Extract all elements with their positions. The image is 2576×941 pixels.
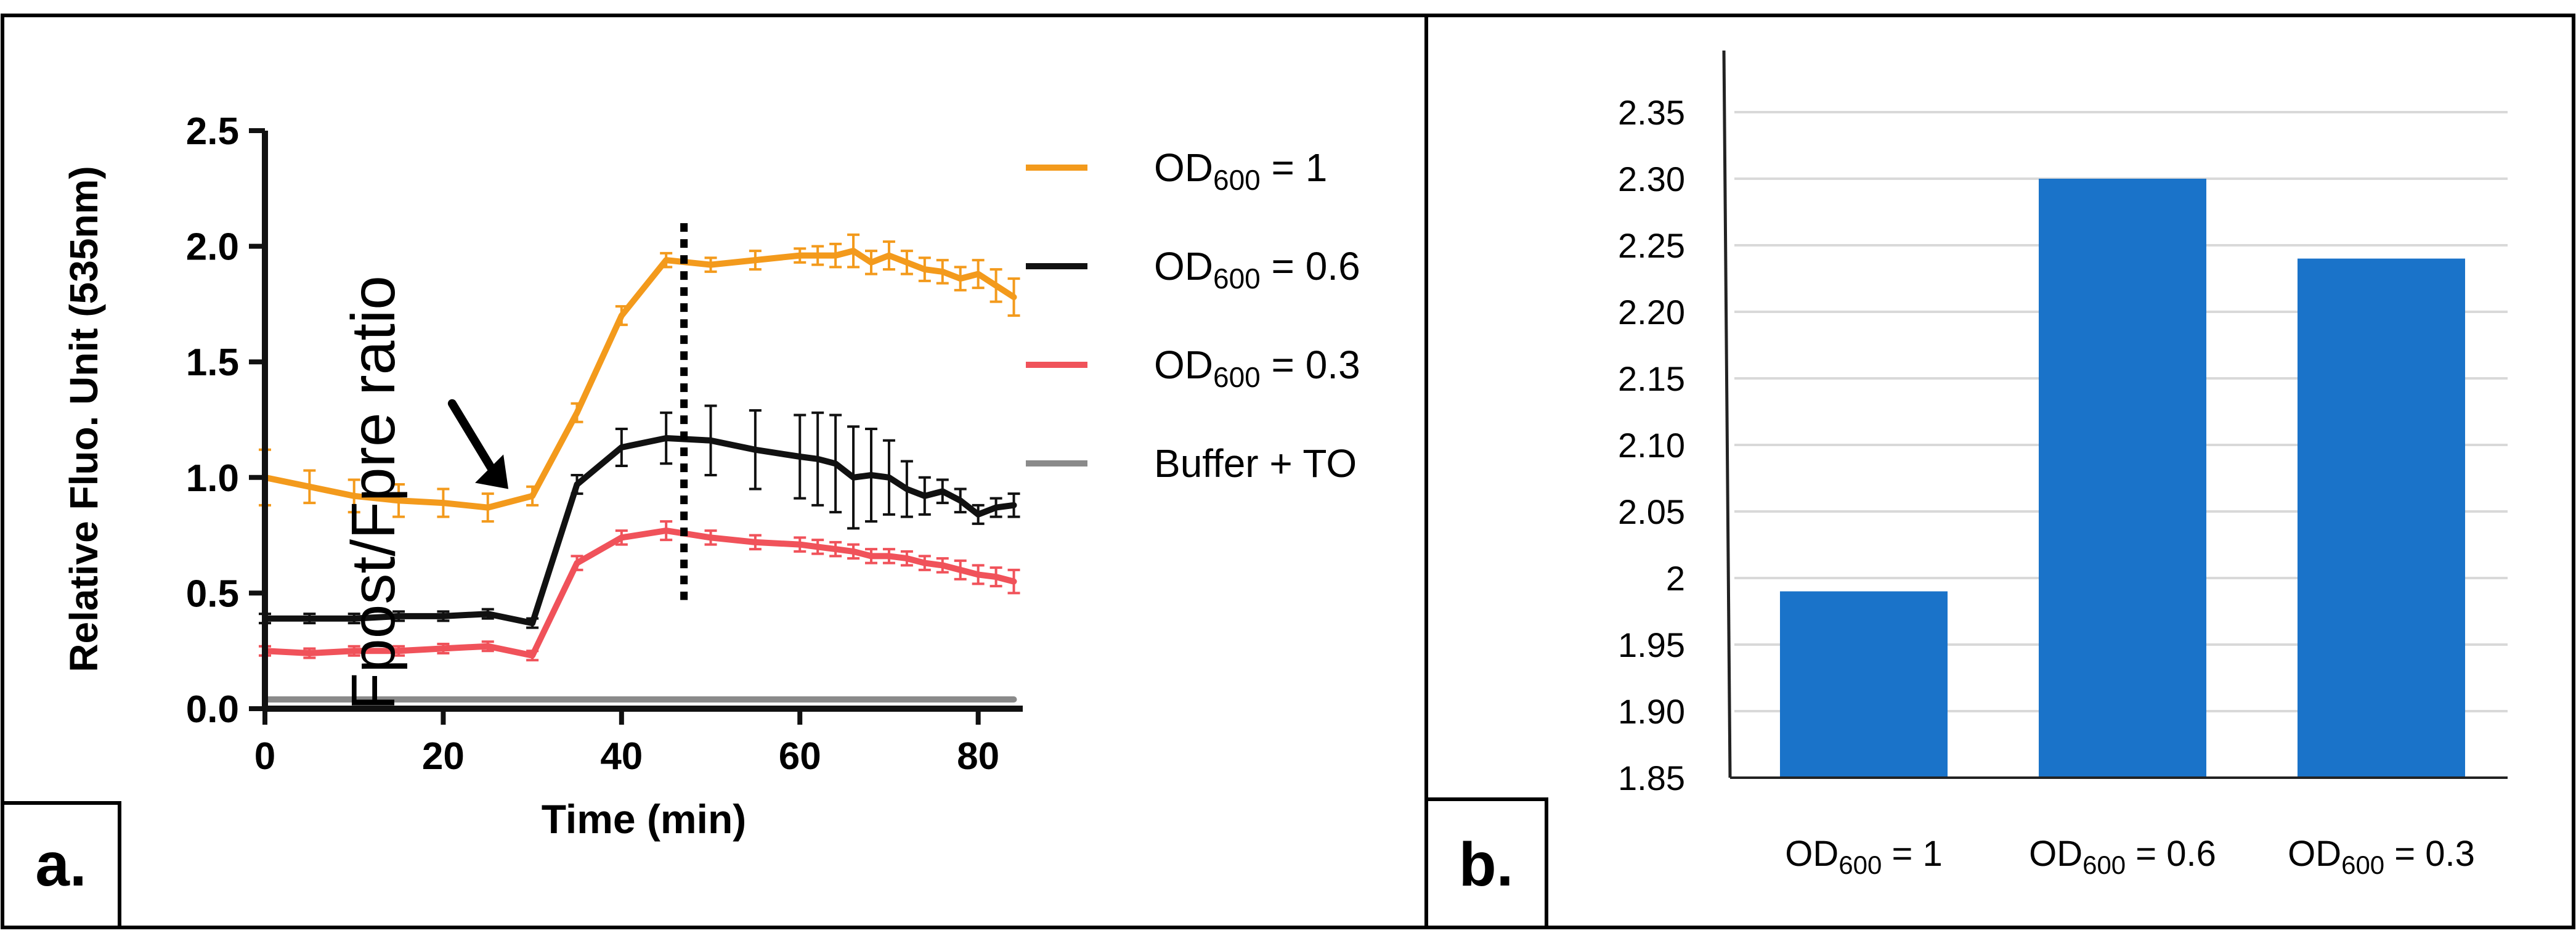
panel-b-y-tick-label: 1.85: [1618, 759, 1685, 797]
panel-a-marks: [259, 223, 1020, 703]
panel-b-bar: [1780, 591, 1948, 778]
panel-b-category-label: OD600 = 0.6: [2029, 834, 2216, 879]
panel-a-y-tick-label: 2.5: [186, 110, 239, 153]
panel-b-y-tick-label: 2.05: [1618, 492, 1685, 531]
panel-a-legend-label: OD600 = 0.6: [1154, 244, 1360, 295]
panel-b-label: b.: [1459, 830, 1514, 899]
panel-b-bar: [2039, 179, 2206, 778]
panel-b-bar-chart: 1.85 1.90 1.95 2 2.05 2.10 2.15 2.20 2.25 2.30 2.3…: [339, 50, 2508, 879]
panel-a-legend-label: OD600 = 1: [1154, 145, 1327, 196]
panel-b-y-tick-label: 1.95: [1618, 625, 1685, 664]
panel-b-y-tick-label: 2: [1666, 559, 1685, 598]
panel-b-y-tick-label: 2.20: [1618, 293, 1685, 332]
panel-b-ticks: 1.85 1.90 1.95 2 2.05 2.10 2.15 2.20 2.25 2.30 2.3…: [1618, 93, 1685, 797]
panel-a-x-tick-label: 0: [254, 735, 275, 778]
panel-a-series-line: [262, 528, 1017, 659]
panel-b-bars: [1780, 179, 2465, 778]
panel-a-y-tick-label: 1.0: [186, 457, 239, 500]
panel-a-y-tick-label: 0.0: [186, 688, 239, 731]
panel-b-y-tick-label: 2.15: [1618, 359, 1685, 398]
panel-b-label-box: [1424, 797, 1548, 929]
panel-b-y-axis-label: Fpost/Fpre ratio: [339, 275, 408, 711]
panel-a-legend: OD600 = 1 OD600 = 0.6 OD600 = 0.3 Buffer + …: [1026, 145, 1360, 486]
panel-b-category-label: OD600 = 1: [1785, 834, 1942, 879]
panel-a-arrow-shaft: [447, 399, 502, 483]
panel-a-x-tick-label: 20: [422, 735, 465, 778]
panel-b-y-tick-label: 1.90: [1618, 692, 1685, 731]
panel-b-bar: [2298, 258, 2465, 778]
panel-a-y-axis-label: Relative Fluo. Unit (535nm): [62, 166, 106, 672]
panel-a-label: a.: [35, 830, 86, 899]
panel-b-y-tick-label: 2.30: [1618, 160, 1685, 198]
panel-a-y-tick-label: 1.5: [186, 341, 239, 384]
panel-b-y-tick-label: 2.25: [1618, 226, 1685, 265]
panel-b-y-tick-label: 2.35: [1618, 93, 1685, 132]
panel-a-arrow-head: [475, 454, 509, 489]
panel-a-x-tick-label: 80: [957, 735, 999, 778]
panel-b-y-axis: [1722, 50, 1732, 778]
panel-a-x-axis-label: Time (min): [542, 796, 746, 842]
panel-a-y-tick-label: 0.5: [186, 572, 239, 615]
panel-a-series-line: [262, 248, 1017, 511]
panel-a-ticks: 0.0 0.5 1.0 1.5 2.0 2.5 0 20 40 60 80: [186, 110, 999, 778]
panel-b-category-labels: OD600 = 1 OD600 = 0.6 OD600 = 0.3: [1785, 834, 2475, 879]
panel-a-x-tick-label: 40: [600, 735, 643, 778]
panel-b-y-tick-label: 2.10: [1618, 426, 1685, 465]
panel-a-label-box: [1, 801, 121, 929]
panel-b-category-label: OD600 = 0.3: [2288, 834, 2475, 879]
panel-a-legend-label: OD600 = 0.3: [1154, 343, 1360, 393]
panel-a-line-chart: 0.0 0.5 1.0 1.5 2.0 2.5 0 20 40 60 80 Relative Flu…: [62, 110, 1360, 842]
panel-a-x-tick-label: 60: [779, 735, 821, 778]
panel-a-y-tick-label: 2.0: [186, 226, 239, 269]
panel-a-legend-label: Buffer + TO: [1154, 441, 1357, 486]
panel-a-series-line: [262, 435, 1017, 627]
